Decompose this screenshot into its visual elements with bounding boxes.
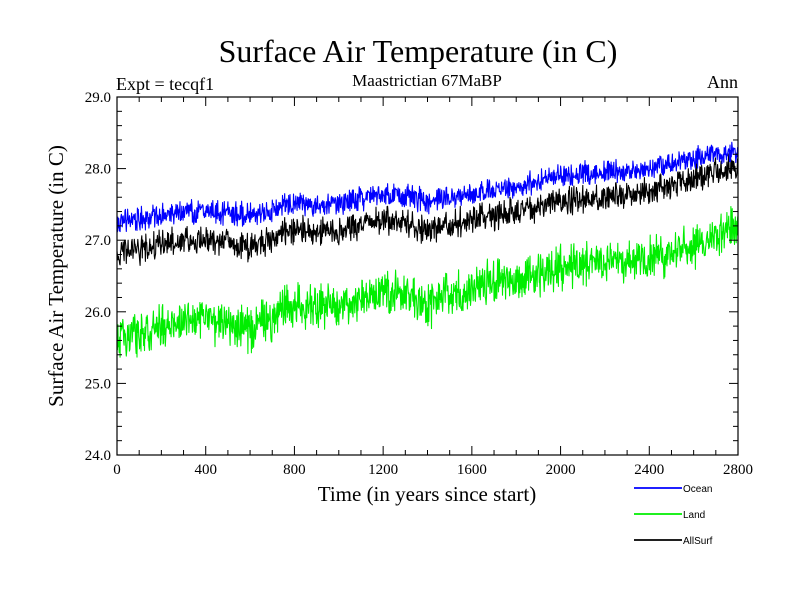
y-tick-label: 24.0 [85,448,111,464]
legend-label-ocean: Ocean [683,484,712,495]
x-tick-label: 1600 [457,462,487,478]
legend-label-allsurf: AllSurf [683,536,713,547]
ticks-layer: 24.0 25.0 26.0 27.0 28.0 29.0 0 400 800 1200 1600 2… [85,90,753,478]
y-tick-label: 25.0 [85,376,111,392]
x-axis-label: Time (in years since start) [318,482,537,506]
legend-label-land: Land [683,510,705,521]
x-tick-label: 1200 [368,462,398,478]
season-label: Ann [707,72,738,92]
y-tick-label: 28.0 [85,162,111,178]
x-tick-label: 800 [283,462,306,478]
chart-title: Surface Air Temperature (in C) [219,33,618,69]
y-tick-label: 29.0 [85,90,111,106]
x-tick-label: 2000 [546,462,576,478]
x-tick-label: 2800 [723,462,753,478]
series-layer [116,141,739,358]
series-line-allsurf [116,153,739,266]
y-axis-label: Surface Air Temperature (in C) [44,145,68,407]
period-label: Maastrictian 67MaBP [352,71,502,90]
x-tick-label: 2400 [634,462,664,478]
x-tick-label: 400 [194,462,217,478]
x-tick-label: 0 [113,462,121,478]
legend: Ocean Land AllSurf [634,484,713,547]
series-line-land [116,206,739,358]
series-line-ocean [116,141,739,233]
experiment-label: Expt = tecqf1 [116,74,214,94]
plot-frame [116,96,739,456]
y-tick-label: 26.0 [85,305,111,321]
y-tick-label: 27.0 [85,233,111,249]
